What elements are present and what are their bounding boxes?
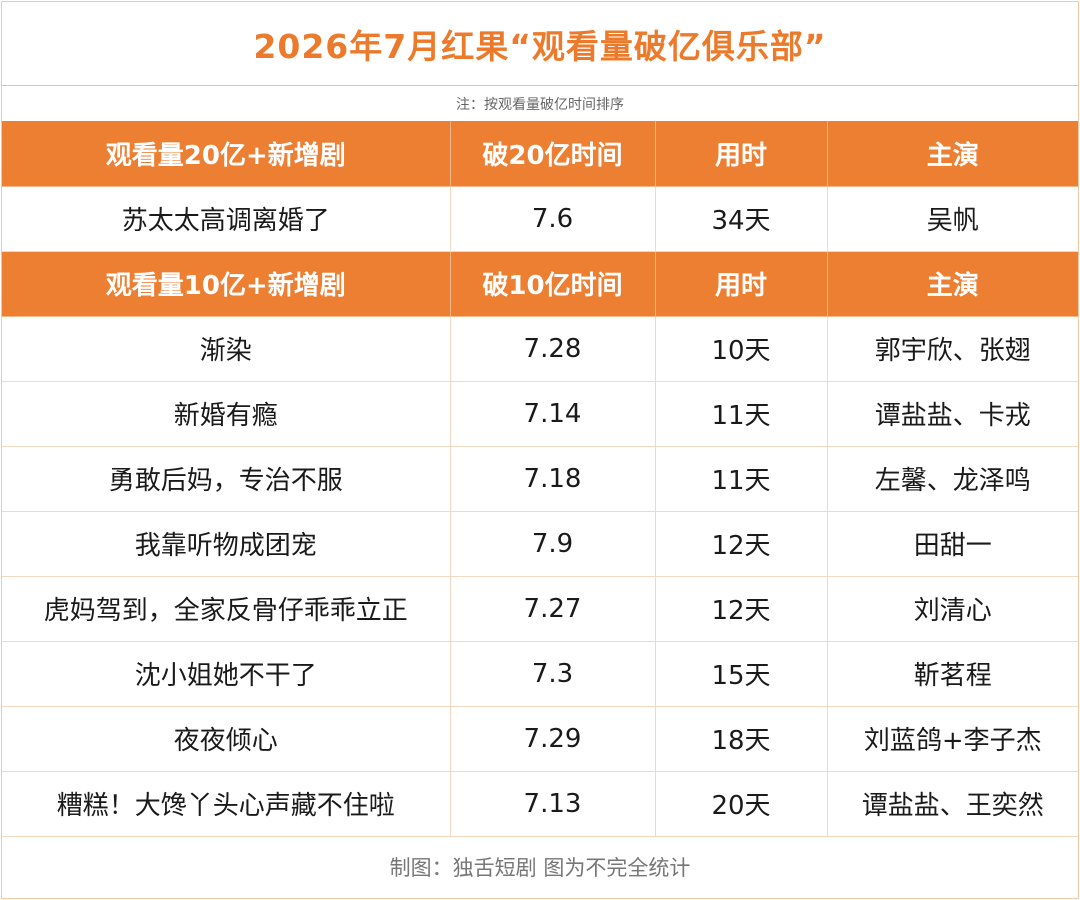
table-row: 苏太太高调离婚了 7.6 34天 吴帆 xyxy=(2,186,1078,252)
drama-title: 虎妈驾到，全家反骨仔乖乖立正 xyxy=(2,576,451,642)
table-row: 沈小姐她不干了 7.3 15天 靳茗程 xyxy=(2,641,1078,707)
header-duration: 用时 xyxy=(655,121,828,187)
table-row: 新婚有瘾 7.14 11天 谭盐盐、卡戎 xyxy=(2,381,1078,447)
header-row-10: 观看量10亿+新增剧 破10亿时间 用时 主演 xyxy=(2,251,1078,317)
header-title: 观看量10亿+新增剧 xyxy=(2,251,451,317)
lead-actors: 郭宇欣、张翅 xyxy=(827,316,1078,382)
days-taken: 12天 xyxy=(655,576,828,642)
table-row: 糟糕！大馋丫头心声藏不住啦 7.13 20天 谭盐盐、王奕然 xyxy=(2,771,1078,837)
header-duration: 用时 xyxy=(655,251,828,317)
days-taken: 11天 xyxy=(655,381,828,447)
milestone-date: 7.14 xyxy=(450,381,656,447)
lead-actors: 谭盐盐、卡戎 xyxy=(827,381,1078,447)
drama-title: 沈小姐她不干了 xyxy=(2,641,451,707)
sort-note: 注：按观看量破亿时间排序 xyxy=(456,96,624,113)
header-row-20: 观看量20亿+新增剧 破20亿时间 用时 主演 xyxy=(2,121,1078,187)
drama-title: 夜夜倾心 xyxy=(2,706,451,772)
drama-title: 我靠听物成团宠 xyxy=(2,511,451,577)
lead-actors: 靳茗程 xyxy=(827,641,1078,707)
days-taken: 11天 xyxy=(655,446,828,512)
milestone-date: 7.18 xyxy=(450,446,656,512)
days-taken: 34天 xyxy=(655,186,828,252)
days-taken: 20天 xyxy=(655,771,828,837)
milestone-date: 7.29 xyxy=(450,706,656,772)
table-row: 虎妈驾到，全家反骨仔乖乖立正 7.27 12天 刘清心 xyxy=(2,576,1078,642)
header-date: 破20亿时间 xyxy=(450,121,656,187)
drama-title: 苏太太高调离婚了 xyxy=(2,186,451,252)
table-row: 勇敢后妈，专治不服 7.18 11天 左馨、龙泽鸣 xyxy=(2,446,1078,512)
milestone-date: 7.27 xyxy=(450,576,656,642)
milestone-date: 7.9 xyxy=(450,511,656,577)
lead-actors: 左馨、龙泽鸣 xyxy=(827,446,1078,512)
lead-actors: 刘清心 xyxy=(827,576,1078,642)
lead-actors: 田甜一 xyxy=(827,511,1078,577)
milestone-date: 7.13 xyxy=(450,771,656,837)
milestone-date: 7.28 xyxy=(450,316,656,382)
drama-title: 新婚有瘾 xyxy=(2,381,451,447)
table-row: 夜夜倾心 7.29 18天 刘蓝鸽+李子杰 xyxy=(2,706,1078,772)
days-taken: 15天 xyxy=(655,641,828,707)
drama-title: 糟糕！大馋丫头心声藏不住啦 xyxy=(2,771,451,837)
page-title: 2026年7月红果“观看量破亿俱乐部” xyxy=(2,2,1078,86)
credit-footer: 制图：独舌短剧 图为不完全统计 xyxy=(389,856,691,880)
header-cast: 主演 xyxy=(827,121,1078,187)
ranking-table: 观看量20亿+新增剧 破20亿时间 用时 主演 苏太太高调离婚了 7.6 34天… xyxy=(2,121,1078,837)
milestone-date: 7.3 xyxy=(450,641,656,707)
table-row: 渐染 7.28 10天 郭宇欣、张翅 xyxy=(2,316,1078,382)
days-taken: 10天 xyxy=(655,316,828,382)
header-title: 观看量20亿+新增剧 xyxy=(2,121,451,187)
header-date: 破10亿时间 xyxy=(450,251,656,317)
drama-title: 渐染 xyxy=(2,316,451,382)
lead-actors: 谭盐盐、王奕然 xyxy=(827,771,1078,837)
days-taken: 18天 xyxy=(655,706,828,772)
header-cast: 主演 xyxy=(827,251,1078,317)
lead-actors: 吴帆 xyxy=(827,186,1078,252)
drama-title: 勇敢后妈，专治不服 xyxy=(2,446,451,512)
lead-actors: 刘蓝鸽+李子杰 xyxy=(827,706,1078,772)
days-taken: 12天 xyxy=(655,511,828,577)
table-row: 我靠听物成团宠 7.9 12天 田甜一 xyxy=(2,511,1078,577)
milestone-date: 7.6 xyxy=(450,186,656,252)
